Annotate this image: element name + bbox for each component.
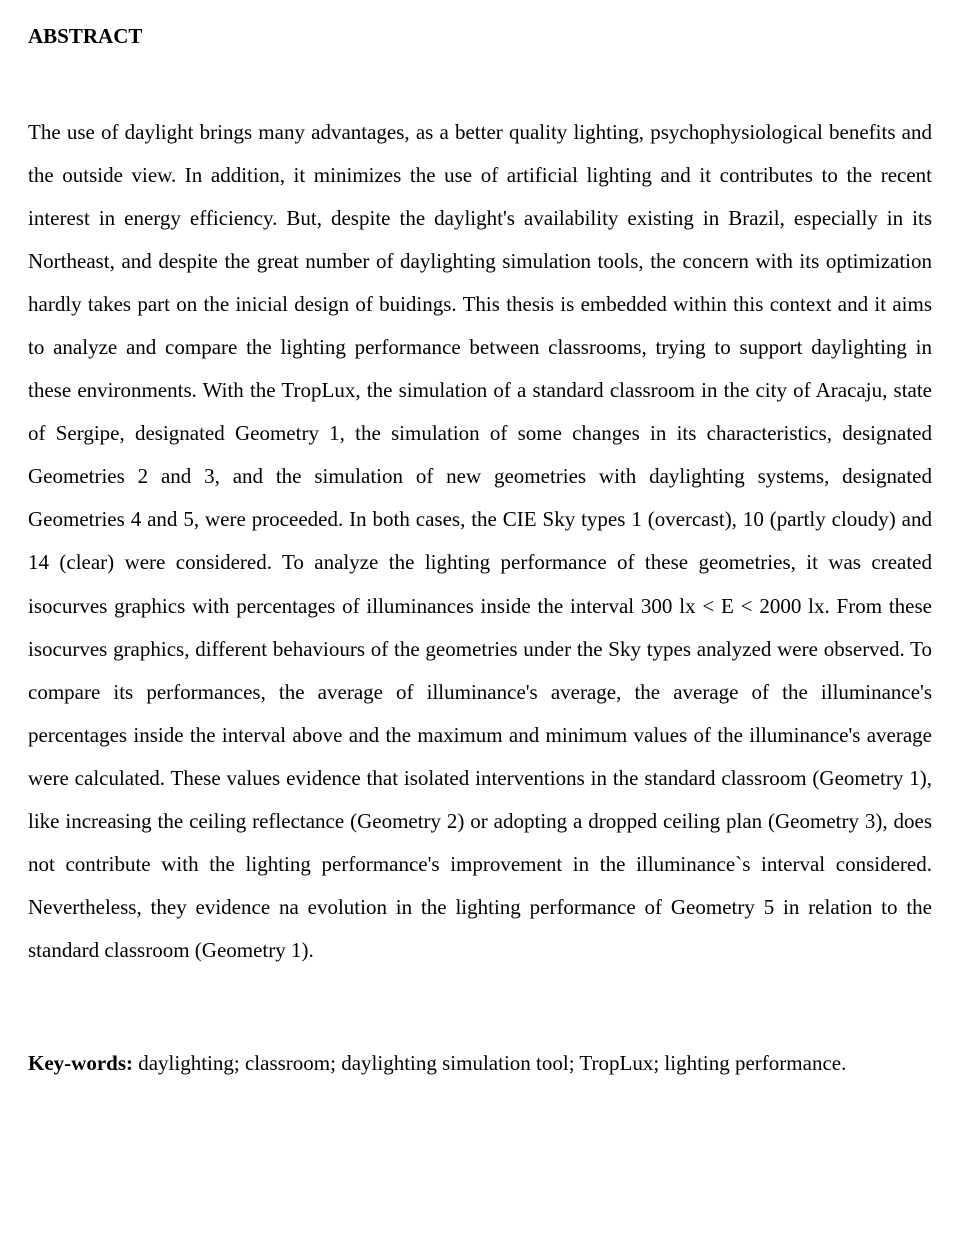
keywords-text: daylighting; classroom; daylighting simu… bbox=[133, 1051, 846, 1075]
keywords-line: Key-words: daylighting; classroom; dayli… bbox=[28, 1042, 932, 1085]
abstract-heading: ABSTRACT bbox=[28, 24, 932, 49]
keywords-label: Key-words: bbox=[28, 1051, 133, 1075]
abstract-body: The use of daylight brings many advantag… bbox=[28, 111, 932, 972]
